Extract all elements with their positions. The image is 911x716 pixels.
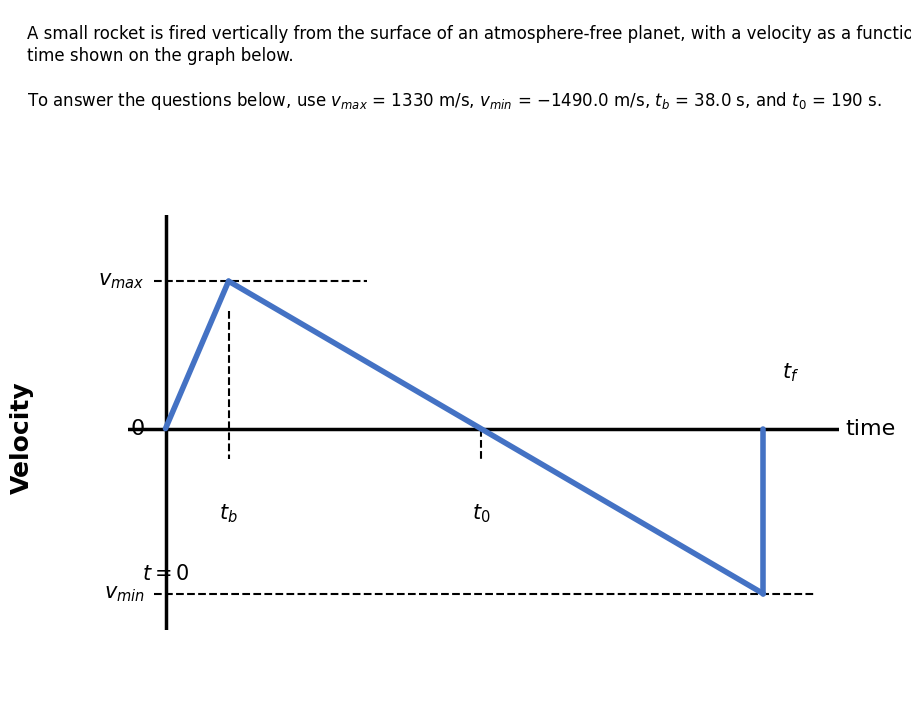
Text: $t_0$: $t_0$ xyxy=(471,502,489,525)
Text: $v_{min}$: $v_{min}$ xyxy=(104,584,145,604)
Text: 0: 0 xyxy=(130,419,145,439)
Text: $t_b$: $t_b$ xyxy=(219,502,238,525)
Text: $t = 0$: $t = 0$ xyxy=(141,563,189,584)
Text: time shown on the graph below.: time shown on the graph below. xyxy=(27,47,293,64)
Text: To answer the questions below, use $v_{max}$ = 1330 m/s, $v_{min}$ = −1490.0 m/s: To answer the questions below, use $v_{m… xyxy=(27,90,881,112)
Text: $v_{max}$: $v_{max}$ xyxy=(98,271,145,291)
Text: time: time xyxy=(844,419,895,439)
Text: A small rocket is fired vertically from the surface of an atmosphere-free planet: A small rocket is fired vertically from … xyxy=(27,25,911,43)
Text: $t_f$: $t_f$ xyxy=(782,362,799,384)
Text: Velocity: Velocity xyxy=(10,381,34,494)
